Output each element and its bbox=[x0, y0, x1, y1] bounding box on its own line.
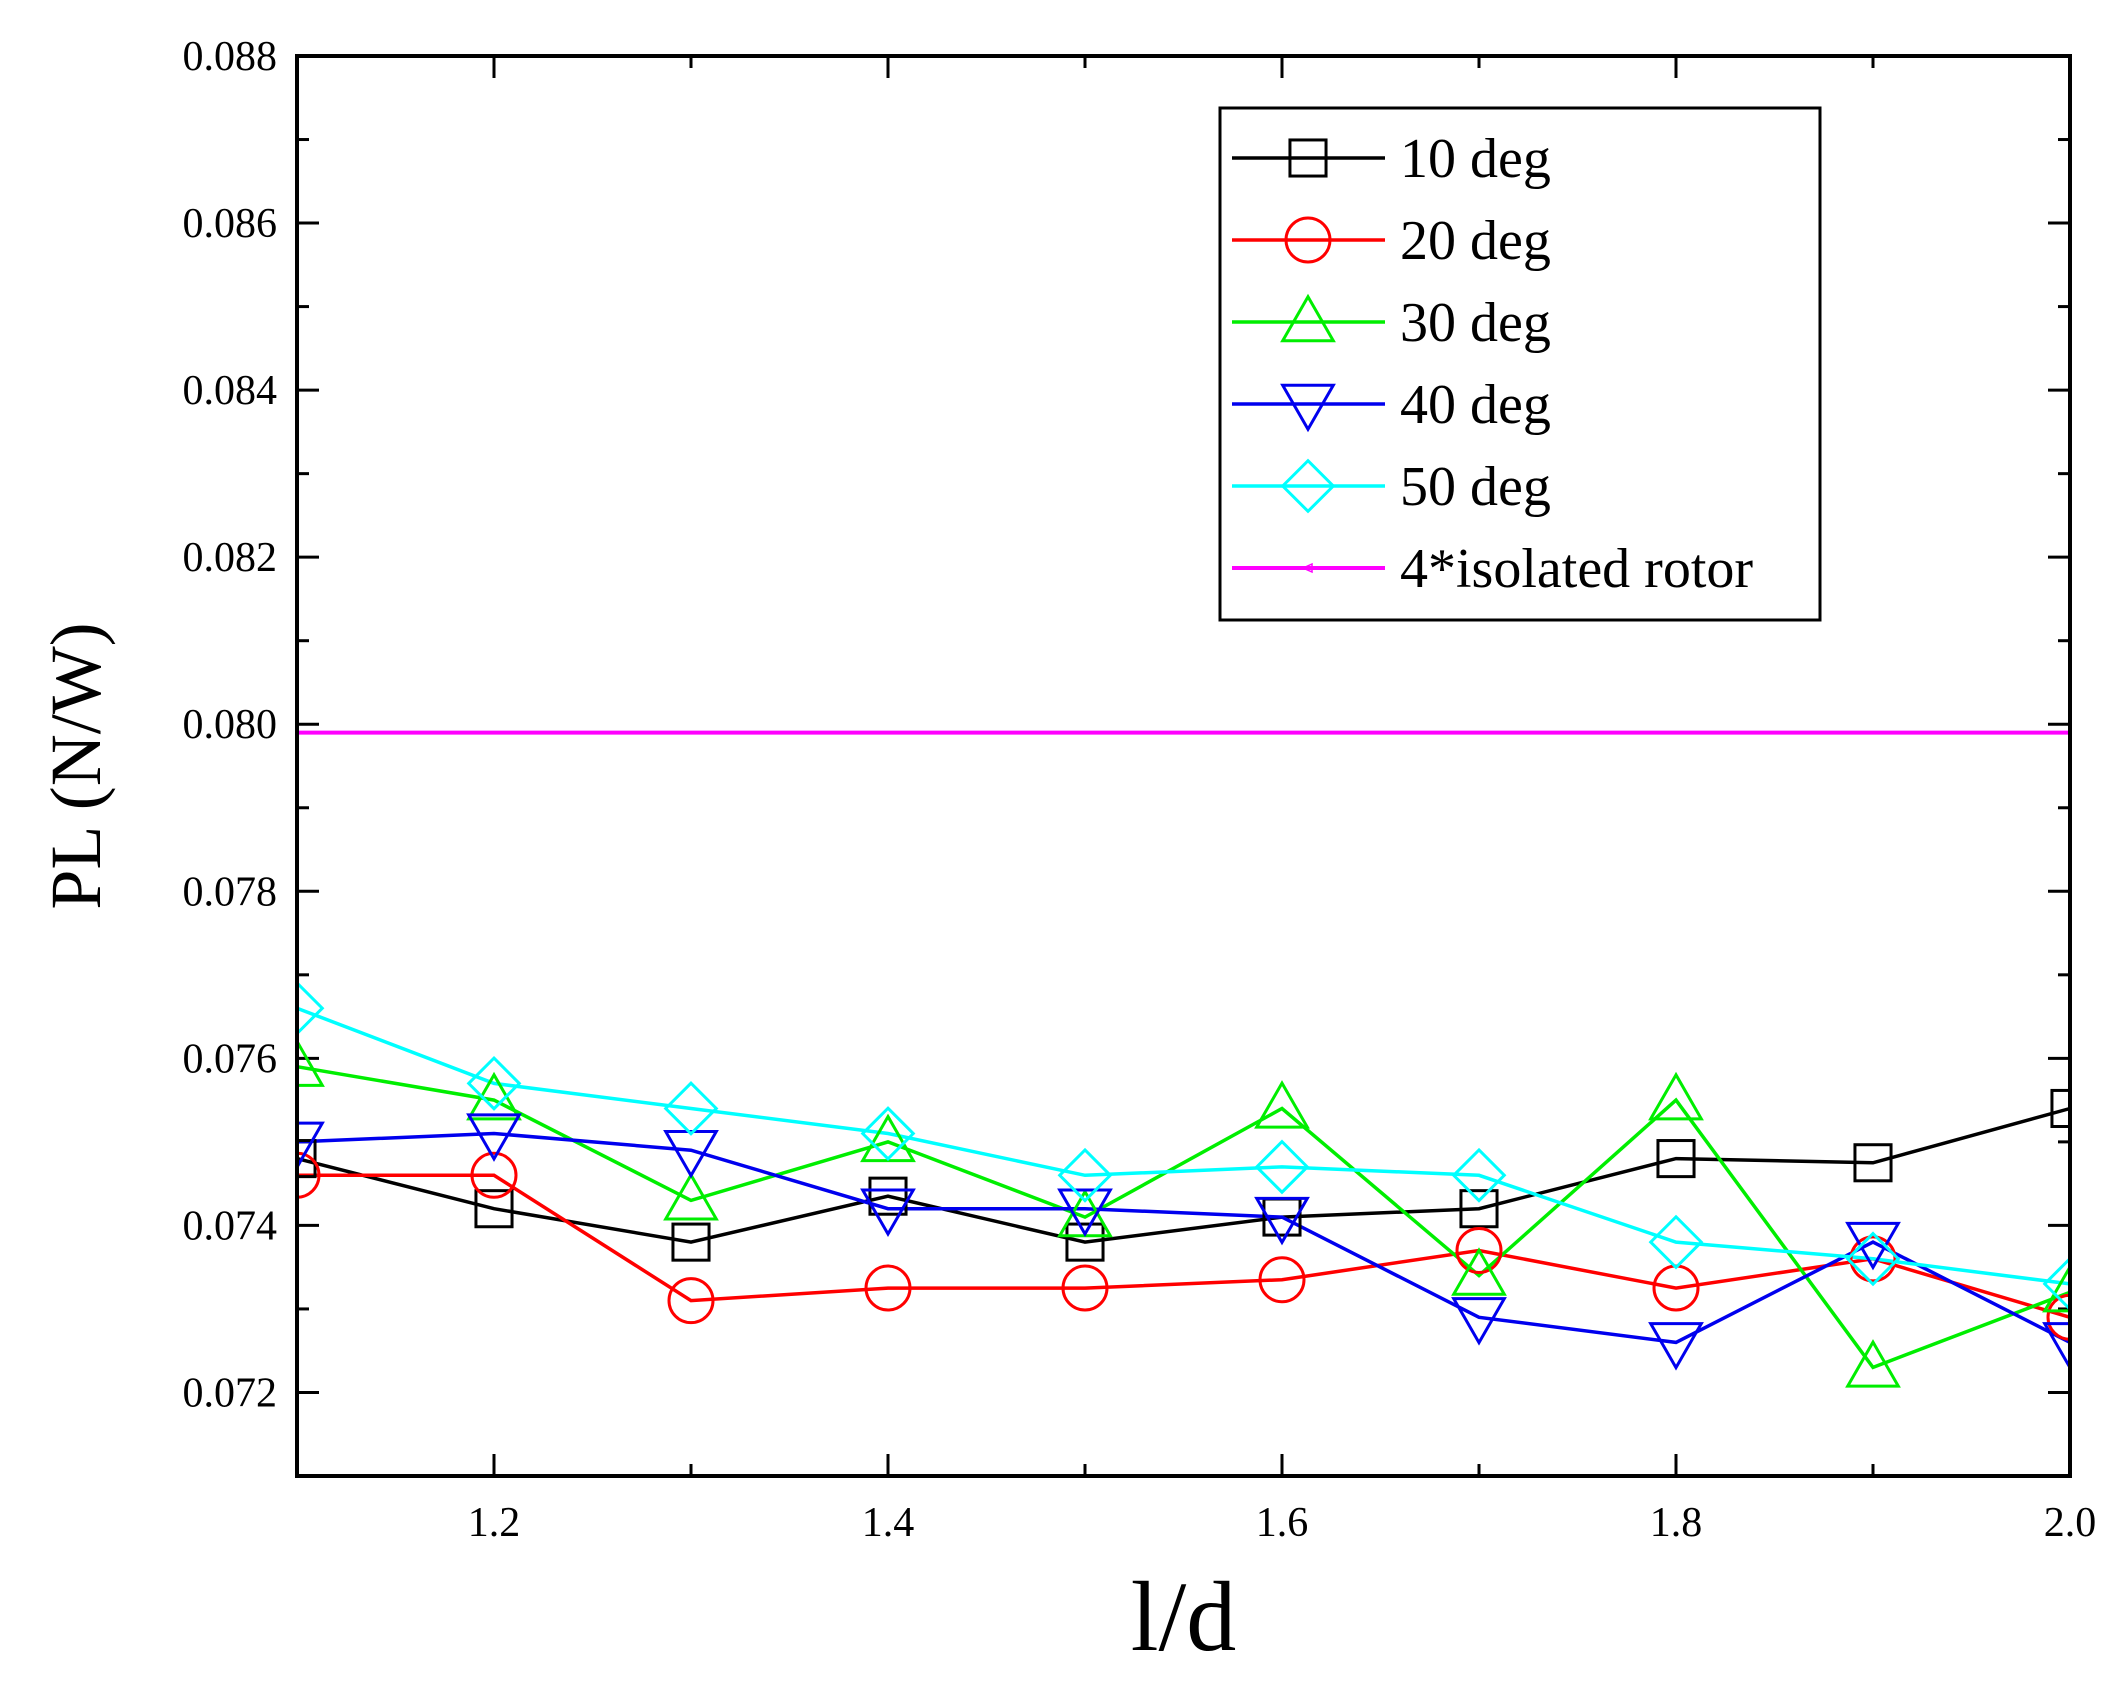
data-point-10-deg bbox=[1853, 1143, 1893, 1183]
x-axis-title: l/d bbox=[1131, 1561, 1237, 1672]
data-point-40-deg bbox=[663, 1130, 719, 1179]
x-tick-label: 2.0 bbox=[2044, 1500, 2097, 1546]
tick-labels: 1.2 1.4 1.6 1.8 2.0 0.072 0.074 0.076 0.078 0.080… bbox=[183, 34, 2097, 1546]
y-tick-label: 0.080 bbox=[183, 702, 278, 748]
legend-marker-10-deg bbox=[1288, 138, 1328, 178]
plot-frame bbox=[295, 54, 2072, 1478]
data-point-20-deg bbox=[1849, 1235, 1897, 1283]
data-point-40-deg bbox=[1451, 1297, 1507, 1346]
data-point-30-deg bbox=[1845, 1339, 1901, 1388]
legend-marker-20-deg bbox=[1284, 216, 1332, 264]
data-point-40-deg bbox=[1648, 1322, 1704, 1371]
data-point-40-deg bbox=[466, 1113, 522, 1162]
x-tick-label: 1.4 bbox=[862, 1500, 915, 1546]
series-line-10-deg bbox=[296, 1106, 2071, 1244]
series-markers bbox=[295, 980, 2072, 1388]
data-point-20-deg bbox=[1061, 1264, 1109, 1312]
data-point-30-deg bbox=[1648, 1071, 1704, 1121]
data-point-20-deg bbox=[1258, 1256, 1306, 1304]
data-point-50-deg bbox=[1254, 1139, 1310, 1195]
data-point-30-deg bbox=[663, 1172, 719, 1221]
data-point-20-deg bbox=[667, 1277, 715, 1325]
series-lines bbox=[296, 730, 2071, 1370]
legend-label-20-deg: 20 deg bbox=[1400, 210, 1551, 272]
data-point-40-deg bbox=[860, 1188, 916, 1238]
data-point-40-deg bbox=[1254, 1196, 1310, 1246]
legend-label-10-deg: 10 deg bbox=[1400, 128, 1551, 190]
data-point-50-deg bbox=[466, 1055, 522, 1111]
y-tick-label: 0.088 bbox=[183, 34, 278, 80]
legend: 10 deg 20 deg 30 deg 40 deg 50 deg 4*isolated… bbox=[1218, 106, 1822, 622]
data-point-50-deg bbox=[663, 1081, 719, 1136]
data-point-50-deg bbox=[1845, 1231, 1901, 1287]
legend-box bbox=[1218, 106, 1822, 622]
data-point-30-deg bbox=[1451, 1247, 1507, 1296]
data-point-10-deg bbox=[868, 1176, 908, 1216]
legend-marker-40-deg bbox=[1280, 383, 1336, 433]
series-line-50-deg bbox=[296, 1006, 2071, 1286]
data-point-10-deg bbox=[1065, 1222, 1105, 1262]
data-point-30-deg bbox=[1254, 1080, 1310, 1129]
y-tick-label: 0.072 bbox=[183, 1370, 278, 1416]
data-point-50-deg bbox=[1057, 1147, 1113, 1203]
data-point-20-deg bbox=[1455, 1226, 1503, 1274]
legend-label-40-deg: 40 deg bbox=[1400, 374, 1551, 436]
data-point-50-deg bbox=[1451, 1147, 1507, 1203]
y-tick-label: 0.076 bbox=[183, 1036, 278, 1082]
series-line-40-deg bbox=[296, 1131, 2071, 1345]
x-tick-label: 1.6 bbox=[1256, 1500, 1309, 1546]
legend-label-50-deg: 50 deg bbox=[1400, 456, 1551, 518]
data-point-10-deg bbox=[474, 1189, 514, 1229]
data-point-50-deg bbox=[1648, 1214, 1704, 1270]
legend-label-30-deg: 30 deg bbox=[1400, 292, 1551, 354]
data-point-40-deg bbox=[1057, 1188, 1113, 1238]
legend-marker-4-isolated-rotor bbox=[1301, 562, 1313, 574]
data-point-10-deg bbox=[1459, 1189, 1499, 1229]
y-tick-label: 0.086 bbox=[183, 201, 278, 247]
legend-label-4-isolated-rotor: 4*isolated rotor bbox=[1400, 538, 1753, 600]
legend-marker-50-deg bbox=[1280, 458, 1336, 514]
y-axis-title: PL (N/W) bbox=[36, 622, 116, 909]
data-point-20-deg bbox=[864, 1264, 912, 1312]
data-point-50-deg bbox=[860, 1106, 916, 1161]
x-tick-label: 1.8 bbox=[1650, 1500, 1703, 1546]
legend-marker-30-deg bbox=[1280, 293, 1336, 343]
series-line-30-deg bbox=[296, 1064, 2071, 1370]
data-point-20-deg bbox=[470, 1151, 518, 1199]
y-tick-label: 0.074 bbox=[183, 1203, 278, 1249]
x-tick-label: 1.2 bbox=[468, 1500, 521, 1546]
y-tick-label: 0.084 bbox=[183, 368, 278, 414]
y-tick-label: 0.082 bbox=[183, 535, 278, 581]
series-line-20-deg bbox=[297, 1173, 2071, 1319]
data-point-10-deg bbox=[1656, 1139, 1696, 1179]
data-point-10-deg bbox=[671, 1222, 711, 1262]
y-tick-label: 0.078 bbox=[183, 869, 278, 915]
